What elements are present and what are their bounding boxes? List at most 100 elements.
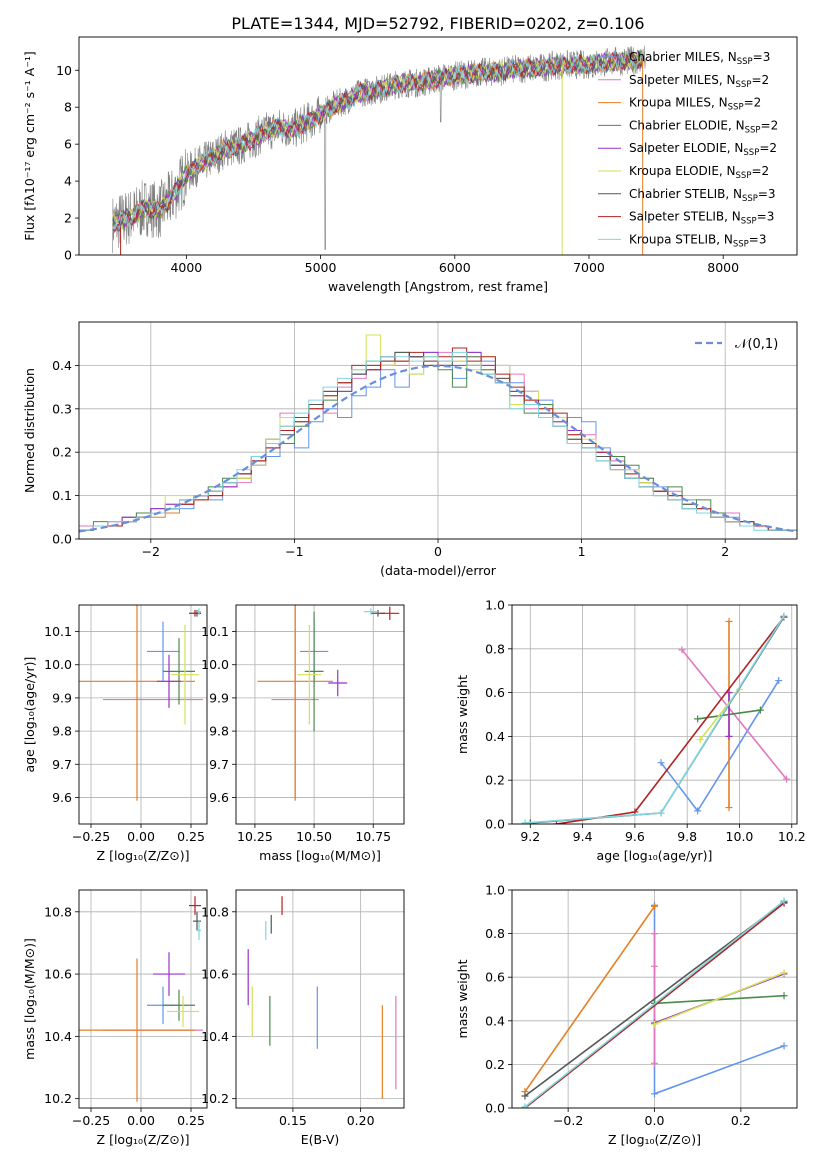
y-tick-label: 0.0 (52, 532, 72, 547)
legend-entry-suffix: =2 (751, 164, 769, 178)
y-tick-label: 0.3 (52, 401, 72, 416)
weight-marker (756, 706, 764, 714)
weight-marker (725, 617, 733, 625)
y-axis-label: mass weight (455, 675, 470, 754)
y-tick-label: 10.6 (201, 967, 229, 982)
x-tick-label: 1 (578, 544, 586, 559)
y-tick-label: 9.9 (209, 690, 229, 705)
y-tick-label: 0.2 (485, 1057, 505, 1072)
x-axis-label: Z [log₁₀(Z/Z⊙)] (97, 1132, 190, 1147)
legend-entry-name: Chabrier MILES, N (629, 50, 737, 64)
x-axis-label: mass [log₁₀(M/M⊙)] (259, 848, 381, 863)
weight-marker (780, 992, 788, 1000)
weight-line (524, 905, 656, 1093)
legend-entry-suffix: =2 (751, 73, 769, 87)
y-tick-label: 10.4 (201, 1029, 229, 1044)
x-tick-label: 0.15 (279, 1113, 307, 1128)
x-axis-label: Z [log₁₀(Z/Z⊙)] (97, 848, 190, 863)
axes-frame (78, 321, 798, 540)
x-tick-label: 8000 (707, 260, 739, 275)
weight-marker (521, 819, 529, 824)
axes-frame (78, 889, 208, 1109)
x-tick-label: −2 (142, 544, 160, 559)
y-tick-label: 10.4 (44, 1029, 72, 1044)
y-tick-label: 10.1 (44, 624, 72, 639)
axes-frame (78, 604, 208, 825)
legend-entry-name: Salpeter STELIB, N (629, 210, 741, 224)
legend-entry: Chabrier MILES, NSSP=3 (629, 50, 770, 67)
plot-area (79, 334, 797, 533)
weight-marker (552, 820, 560, 824)
y-axis-label: mass weight (455, 959, 470, 1038)
weight-marker (775, 677, 783, 685)
legend-entry: Salpeter STELIB, NSSP=3 (629, 210, 774, 227)
x-tick-label: 10.25 (237, 829, 273, 844)
x-tick-label: 0.2 (731, 1113, 751, 1128)
figure-title: PLATE=1344, MJD=52792, FIBERID=0202, z=0… (231, 14, 644, 33)
axes-frame (235, 889, 405, 1109)
weight-line (530, 616, 785, 824)
y-tick-label: 6 (64, 137, 72, 152)
observed-spectrum (112, 45, 646, 254)
panel-residuals: −2 −1 0 1 2 0.0 0.1 0.2 0.3 0.4 (data-model)/error… (22, 321, 798, 578)
legend-entry-suffix: =3 (753, 50, 771, 64)
plot-area (521, 612, 791, 824)
weight-marker (780, 1042, 788, 1050)
y-tick-label: 0.4 (52, 358, 72, 373)
weight-line (556, 616, 785, 824)
legend-entry: Kroupa ELODIE, NSSP=2 (629, 164, 769, 181)
y-tick-label: 0.2 (52, 445, 72, 460)
y-axis-label: Flux [fλ10⁻¹⁷ erg cm⁻² s⁻¹ A⁻¹] (22, 51, 37, 240)
legend-entry-sub: SSP (745, 125, 761, 135)
legend-entry: Kroupa STELIB, NSSP=3 (629, 232, 767, 249)
x-tick-label: 2 (721, 544, 729, 559)
weight-marker (651, 962, 658, 970)
legend-entry-sub: SSP (737, 57, 753, 67)
legend-entry-sub: SSP (733, 239, 749, 249)
y-tick-label: 9.8 (52, 724, 72, 739)
weight-marker (696, 736, 704, 744)
legend-entry: Salpeter ELODIE, NSSP=2 (629, 141, 777, 158)
y-tick-label: 10.0 (201, 657, 229, 672)
y-tick-label: 8 (64, 100, 72, 115)
weight-marker (678, 646, 686, 654)
weight-line (524, 902, 785, 1108)
x-tick-label: 5000 (305, 260, 337, 275)
model-line (112, 50, 643, 230)
weight-marker (651, 1020, 658, 1028)
x-tick-label: 10.0 (726, 829, 754, 844)
y-tick-label: 9.7 (52, 757, 72, 772)
y-tick-label: 9.9 (52, 690, 72, 705)
legend-entry-name: Kroupa MILES, N (629, 96, 728, 110)
plot-area (79, 605, 203, 801)
weight-marker (521, 1092, 529, 1100)
y-tick-label: 10.2 (44, 1091, 72, 1106)
histogram-step (79, 351, 797, 531)
x-tick-label: 7000 (573, 260, 605, 275)
legend-entry-suffix: =2 (759, 141, 777, 155)
gaussian-curve (79, 364, 797, 533)
legend-entry-name: Salpeter ELODIE, N (629, 141, 743, 155)
weight-line (654, 972, 785, 1025)
y-tick-label: 9.6 (209, 790, 229, 805)
panel-spectrum: 4000 5000 6000 7000 8000 0 2 4 6 8 10 wavelength [A… (22, 36, 798, 294)
y-tick-label: 0.8 (485, 641, 505, 656)
y-axis-label: mass [log₁₀(M/M⊙)] (22, 938, 37, 1060)
x-tick-label: 6000 (439, 260, 471, 275)
y-tick-label: 0.1 (52, 488, 72, 503)
legend: 𝒩(0,1) (695, 337, 778, 352)
legend-entry: Chabrier ELODIE, NSSP=2 (629, 118, 778, 135)
weight-marker (657, 809, 665, 817)
model-line (112, 52, 643, 233)
x-axis-label: wavelength [Angstrom, rest frame] (328, 279, 548, 294)
x-axis-label: age [log₁₀(age/yr)] (597, 848, 713, 863)
x-tick-label: −0.2 (553, 1113, 583, 1128)
weight-marker (694, 715, 702, 723)
y-tick-label: 10.0 (44, 657, 72, 672)
plot-area (79, 896, 203, 1102)
panel-mass-vs-Z: −0.25 0.00 0.25 10.2 10.4 10.6 10.8 Z [log₁₀(Z/… (22, 889, 208, 1147)
legend-entry-sub: SSP (736, 80, 752, 90)
legend-entry-name: Chabrier STELIB, N (629, 187, 742, 201)
y-tick-label: 1.0 (485, 598, 505, 613)
y-tick-label: 9.7 (209, 757, 229, 772)
